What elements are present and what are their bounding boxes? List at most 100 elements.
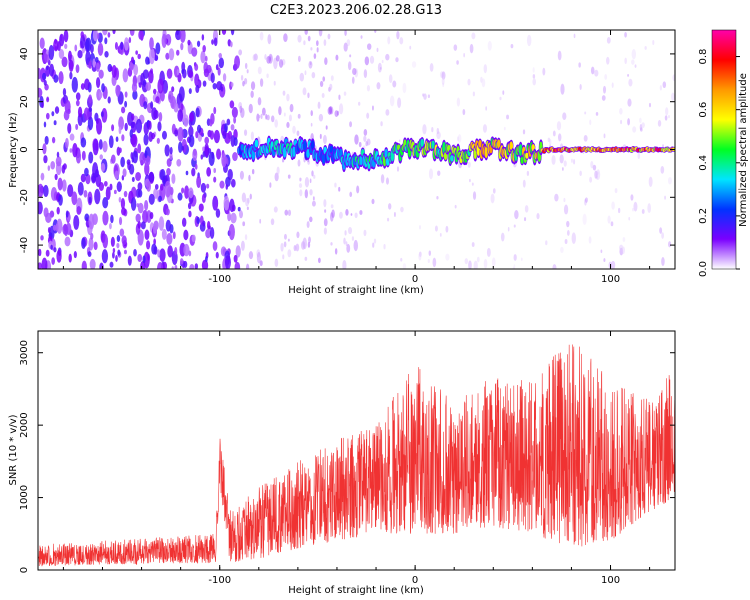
spectrogram-cell	[304, 70, 307, 76]
spectrogram-cell	[155, 96, 160, 104]
spectrogram-x-tick-label: 0	[412, 274, 418, 285]
spectrogram-cell	[323, 218, 328, 227]
spectrogram-cell	[231, 106, 238, 118]
spectrogram-cell	[259, 78, 264, 87]
spectrogram-cell	[258, 115, 261, 119]
spectrogram-cell	[75, 92, 81, 101]
spectrogram-cell	[67, 184, 74, 198]
spectrogram-cell	[202, 44, 206, 53]
spectrogram-cell	[232, 152, 238, 162]
spectrogram-cell	[166, 68, 173, 79]
spectrogram-cell	[137, 53, 141, 60]
spectrogram-cell	[213, 129, 220, 144]
spectrogram-cell	[142, 209, 148, 224]
spectrogram-cell	[563, 204, 569, 215]
spectrogram-cell	[657, 119, 662, 127]
spectrogram-cell	[369, 55, 375, 64]
spectrogram-cell	[381, 59, 384, 64]
spectrogram-cell	[146, 181, 151, 192]
spectrogram-cell	[335, 54, 339, 61]
signal-cell	[450, 155, 454, 162]
spectrogram-cell	[132, 150, 138, 164]
spectrogram-cell	[131, 113, 135, 121]
spectrogram-cell	[665, 107, 669, 116]
spectrogram-cell	[524, 217, 527, 222]
spectrogram-cell	[194, 163, 198, 170]
spectrogram-cell	[121, 134, 125, 142]
spectrogram-cell	[88, 196, 92, 204]
spectrogram-cell	[275, 55, 280, 62]
spectrogram-cell	[289, 103, 294, 113]
spectrogram-cell	[209, 118, 213, 127]
spectrogram-cell	[259, 218, 262, 224]
spectrogram-cell	[117, 249, 121, 256]
spectrogram-cell	[157, 249, 161, 258]
spectrogram-cell	[298, 183, 303, 188]
spectrogram-cell	[239, 105, 243, 114]
spectrogram-cell	[103, 180, 108, 187]
spectrogram-cell	[93, 241, 98, 251]
spectrogram-cell	[239, 210, 243, 219]
spectrogram-cell	[53, 74, 59, 83]
spectrogram-cell	[218, 57, 225, 69]
spectrogram-cell	[38, 248, 42, 257]
spectrogram-cell	[131, 81, 138, 93]
spectrogram-cell	[88, 151, 94, 164]
spectrogram-cell	[157, 78, 164, 94]
spectrogram-cell	[85, 217, 89, 221]
spectrogram-cell	[297, 113, 301, 119]
spectrogram-cell	[584, 111, 587, 115]
spectrogram-cell	[648, 176, 653, 187]
spectrogram-cell	[342, 259, 347, 269]
spectrogram-cell	[380, 174, 385, 184]
snr-y-axis-label: SNR (10 * v/v)	[8, 414, 19, 485]
spectrogram-cell	[161, 130, 167, 140]
spectrogram-cell	[206, 167, 212, 177]
spectrogram-cell	[334, 110, 339, 118]
spectrogram-cell	[469, 178, 471, 183]
spectrogram-cell	[56, 218, 63, 234]
spectrogram-cell	[270, 115, 275, 123]
spectrogram-cell	[267, 34, 272, 45]
spectrogram-cell	[274, 258, 279, 267]
spectrogram-cell	[241, 192, 247, 203]
spectrogram-cell	[499, 96, 502, 101]
spectrogram-cell	[380, 121, 383, 127]
spectrogram-cell	[592, 164, 597, 171]
spectrogram-cell	[278, 106, 282, 116]
snr-y-tick-label: 0	[19, 567, 30, 573]
signal-cell	[478, 139, 482, 148]
spectrogram-cell	[513, 254, 517, 261]
spectrogram-cell	[238, 49, 243, 56]
spectrogram-cell	[116, 181, 122, 192]
spectrogram-cell	[98, 139, 103, 150]
spectrogram-cell	[107, 32, 111, 38]
spectrogram-cell	[227, 168, 233, 181]
spectrogram-cell	[75, 99, 80, 107]
spectrogram-cell	[56, 151, 60, 158]
spectrogram-cell	[339, 211, 343, 219]
spectrogram-cell	[427, 258, 430, 263]
spectrogram-cell	[58, 48, 65, 60]
spectrogram-cell	[223, 195, 230, 211]
spectrogram-cell	[329, 83, 333, 91]
spectrogram-cell	[522, 179, 526, 188]
spectrogram-cell	[213, 176, 217, 183]
spectrogram-cell	[652, 39, 655, 45]
spectrogram-cell	[603, 133, 606, 139]
spectrogram-cell	[153, 238, 156, 245]
spectrogram-cell	[145, 56, 150, 65]
spectrogram-cell	[660, 165, 665, 174]
spectrogram-cell	[148, 120, 152, 131]
spectrogram-cell	[331, 209, 335, 218]
spectrogram-cell	[399, 37, 404, 45]
spectrogram-cell	[123, 190, 128, 198]
spectrogram-cell	[245, 198, 250, 207]
spectrogram-cell	[248, 174, 251, 182]
signal-cell	[420, 138, 424, 148]
spectrogram-cell	[274, 172, 279, 182]
spectrogram-cell	[41, 257, 48, 269]
spectrogram-cell	[644, 46, 647, 50]
spectrogram-cell	[439, 233, 442, 237]
spectrogram-cell	[50, 160, 56, 170]
